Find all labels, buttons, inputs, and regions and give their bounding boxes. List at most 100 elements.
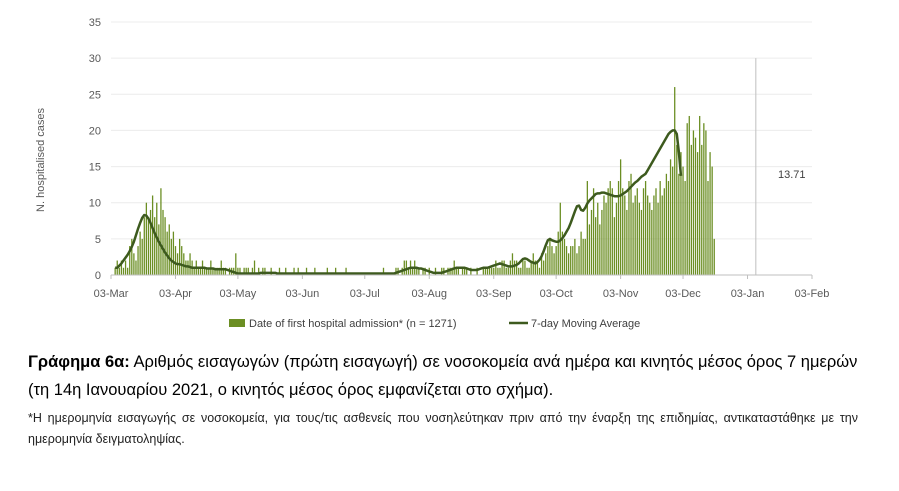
- admission-bar: [251, 267, 254, 275]
- admission-bar: [145, 202, 148, 275]
- admission-bar: [576, 253, 578, 275]
- admission-bar: [630, 173, 632, 275]
- admission-bar: [245, 267, 247, 275]
- admission-bar: [405, 260, 408, 275]
- x-tick-label: 03-Apr: [159, 288, 192, 300]
- admission-bar: [661, 195, 663, 275]
- x-tick-label: 03-Oct: [540, 288, 573, 300]
- admission-bar: [567, 253, 570, 275]
- admission-bar: [532, 253, 534, 275]
- admission-bar: [694, 137, 697, 275]
- admission-bar: [674, 87, 676, 275]
- admission-bar: [595, 217, 597, 275]
- admission-bar: [416, 267, 418, 275]
- admission-bar: [457, 267, 460, 275]
- caption-title-text: Αριθμός εισαγωγών (πρώτη εισαγωγή) σε νο…: [28, 353, 858, 399]
- admission-bar: [133, 253, 135, 275]
- admission-bar: [466, 267, 468, 275]
- admission-bar: [297, 267, 299, 275]
- admission-bar: [237, 267, 239, 275]
- caption-title-label: Γράφημα 6α:: [28, 353, 130, 371]
- moving-average-line: [115, 129, 683, 275]
- admission-bar: [218, 267, 220, 275]
- admission-bar: [491, 267, 493, 275]
- admission-bar: [653, 195, 655, 275]
- admission-bar: [632, 202, 634, 275]
- admission-bar: [613, 217, 616, 275]
- admission-bar: [270, 267, 272, 275]
- x-tick-label: 03-Nov: [603, 288, 639, 300]
- admission-bar: [326, 267, 328, 275]
- admission-bar: [707, 181, 709, 275]
- admission-bar: [584, 238, 586, 275]
- x-tick-label: 03-Jul: [350, 288, 380, 300]
- admission-bar: [208, 267, 210, 275]
- admission-bar: [253, 260, 256, 275]
- admission-bar: [455, 267, 457, 275]
- admission-bar: [605, 202, 607, 275]
- admission-bar: [189, 253, 191, 275]
- legend-bar-label: Date of first hospital admission* (n = 1…: [249, 318, 457, 330]
- admission-bar: [174, 246, 177, 275]
- admission-bar: [411, 267, 414, 275]
- admission-bar: [151, 195, 154, 275]
- admission-bar: [501, 260, 503, 275]
- admission-bar: [212, 267, 214, 275]
- admission-bar: [214, 267, 216, 275]
- admission-bar: [515, 260, 518, 275]
- admission-bar: [678, 173, 680, 275]
- x-tick-label: 03-Sep: [476, 288, 511, 300]
- admission-bar: [565, 246, 568, 275]
- y-tick-label: 0: [95, 270, 101, 282]
- admission-bar: [258, 267, 260, 275]
- admission-bar: [574, 238, 576, 275]
- admission-bar: [690, 144, 692, 275]
- admission-bar: [526, 267, 528, 275]
- admission-bar: [663, 188, 665, 275]
- admission-bar: [129, 246, 131, 275]
- admission-bar: [499, 267, 501, 275]
- admission-bar: [586, 181, 588, 275]
- admission-bar: [680, 152, 682, 275]
- admission-bar: [588, 224, 591, 275]
- admission-bar: [590, 209, 593, 275]
- admission-bar: [626, 209, 628, 275]
- admission-bar: [615, 202, 618, 275]
- admission-bar: [127, 267, 129, 275]
- admission-bar: [563, 238, 566, 275]
- admission-bar: [278, 267, 281, 275]
- admission-bar: [434, 267, 437, 275]
- admission-bar: [247, 267, 249, 275]
- x-tick-label: 03-Jun: [286, 288, 320, 300]
- admission-bar: [640, 209, 643, 275]
- legend-bar-swatch: [229, 319, 245, 327]
- admission-bar: [118, 267, 120, 275]
- admission-bar: [239, 267, 241, 275]
- admission-bar: [682, 166, 684, 275]
- admission-bar: [507, 267, 509, 275]
- admission-bar: [688, 115, 690, 275]
- admission-bar: [599, 224, 601, 275]
- admission-bar: [609, 181, 611, 275]
- admission-bar: [137, 246, 139, 275]
- y-tick-label: 25: [89, 89, 101, 101]
- admission-bar: [701, 144, 703, 275]
- admission-bar: [649, 202, 651, 275]
- admission-bar: [522, 260, 524, 275]
- admission-bar: [503, 260, 505, 275]
- hospital-admissions-chart: 0 5 10 15 20 25 30 35 N. hospitalised cases 13.…: [35, 17, 829, 330]
- admission-bar: [511, 253, 514, 275]
- figure-caption: Γράφημα 6α: Αριθμός εισαγωγών (πρώτη εισ…: [28, 348, 858, 450]
- admission-bar: [671, 166, 674, 275]
- admission-bar: [580, 231, 582, 275]
- admission-bar: [197, 267, 200, 275]
- admission-bar: [582, 238, 584, 275]
- admission-bar: [166, 231, 168, 275]
- admission-bar: [285, 267, 287, 275]
- gridlines: [111, 21, 812, 240]
- admission-bar: [547, 246, 549, 275]
- admission-bar: [149, 209, 152, 275]
- admission-bar: [684, 181, 686, 275]
- admission-bar: [143, 217, 145, 275]
- admission-bar: [538, 267, 541, 275]
